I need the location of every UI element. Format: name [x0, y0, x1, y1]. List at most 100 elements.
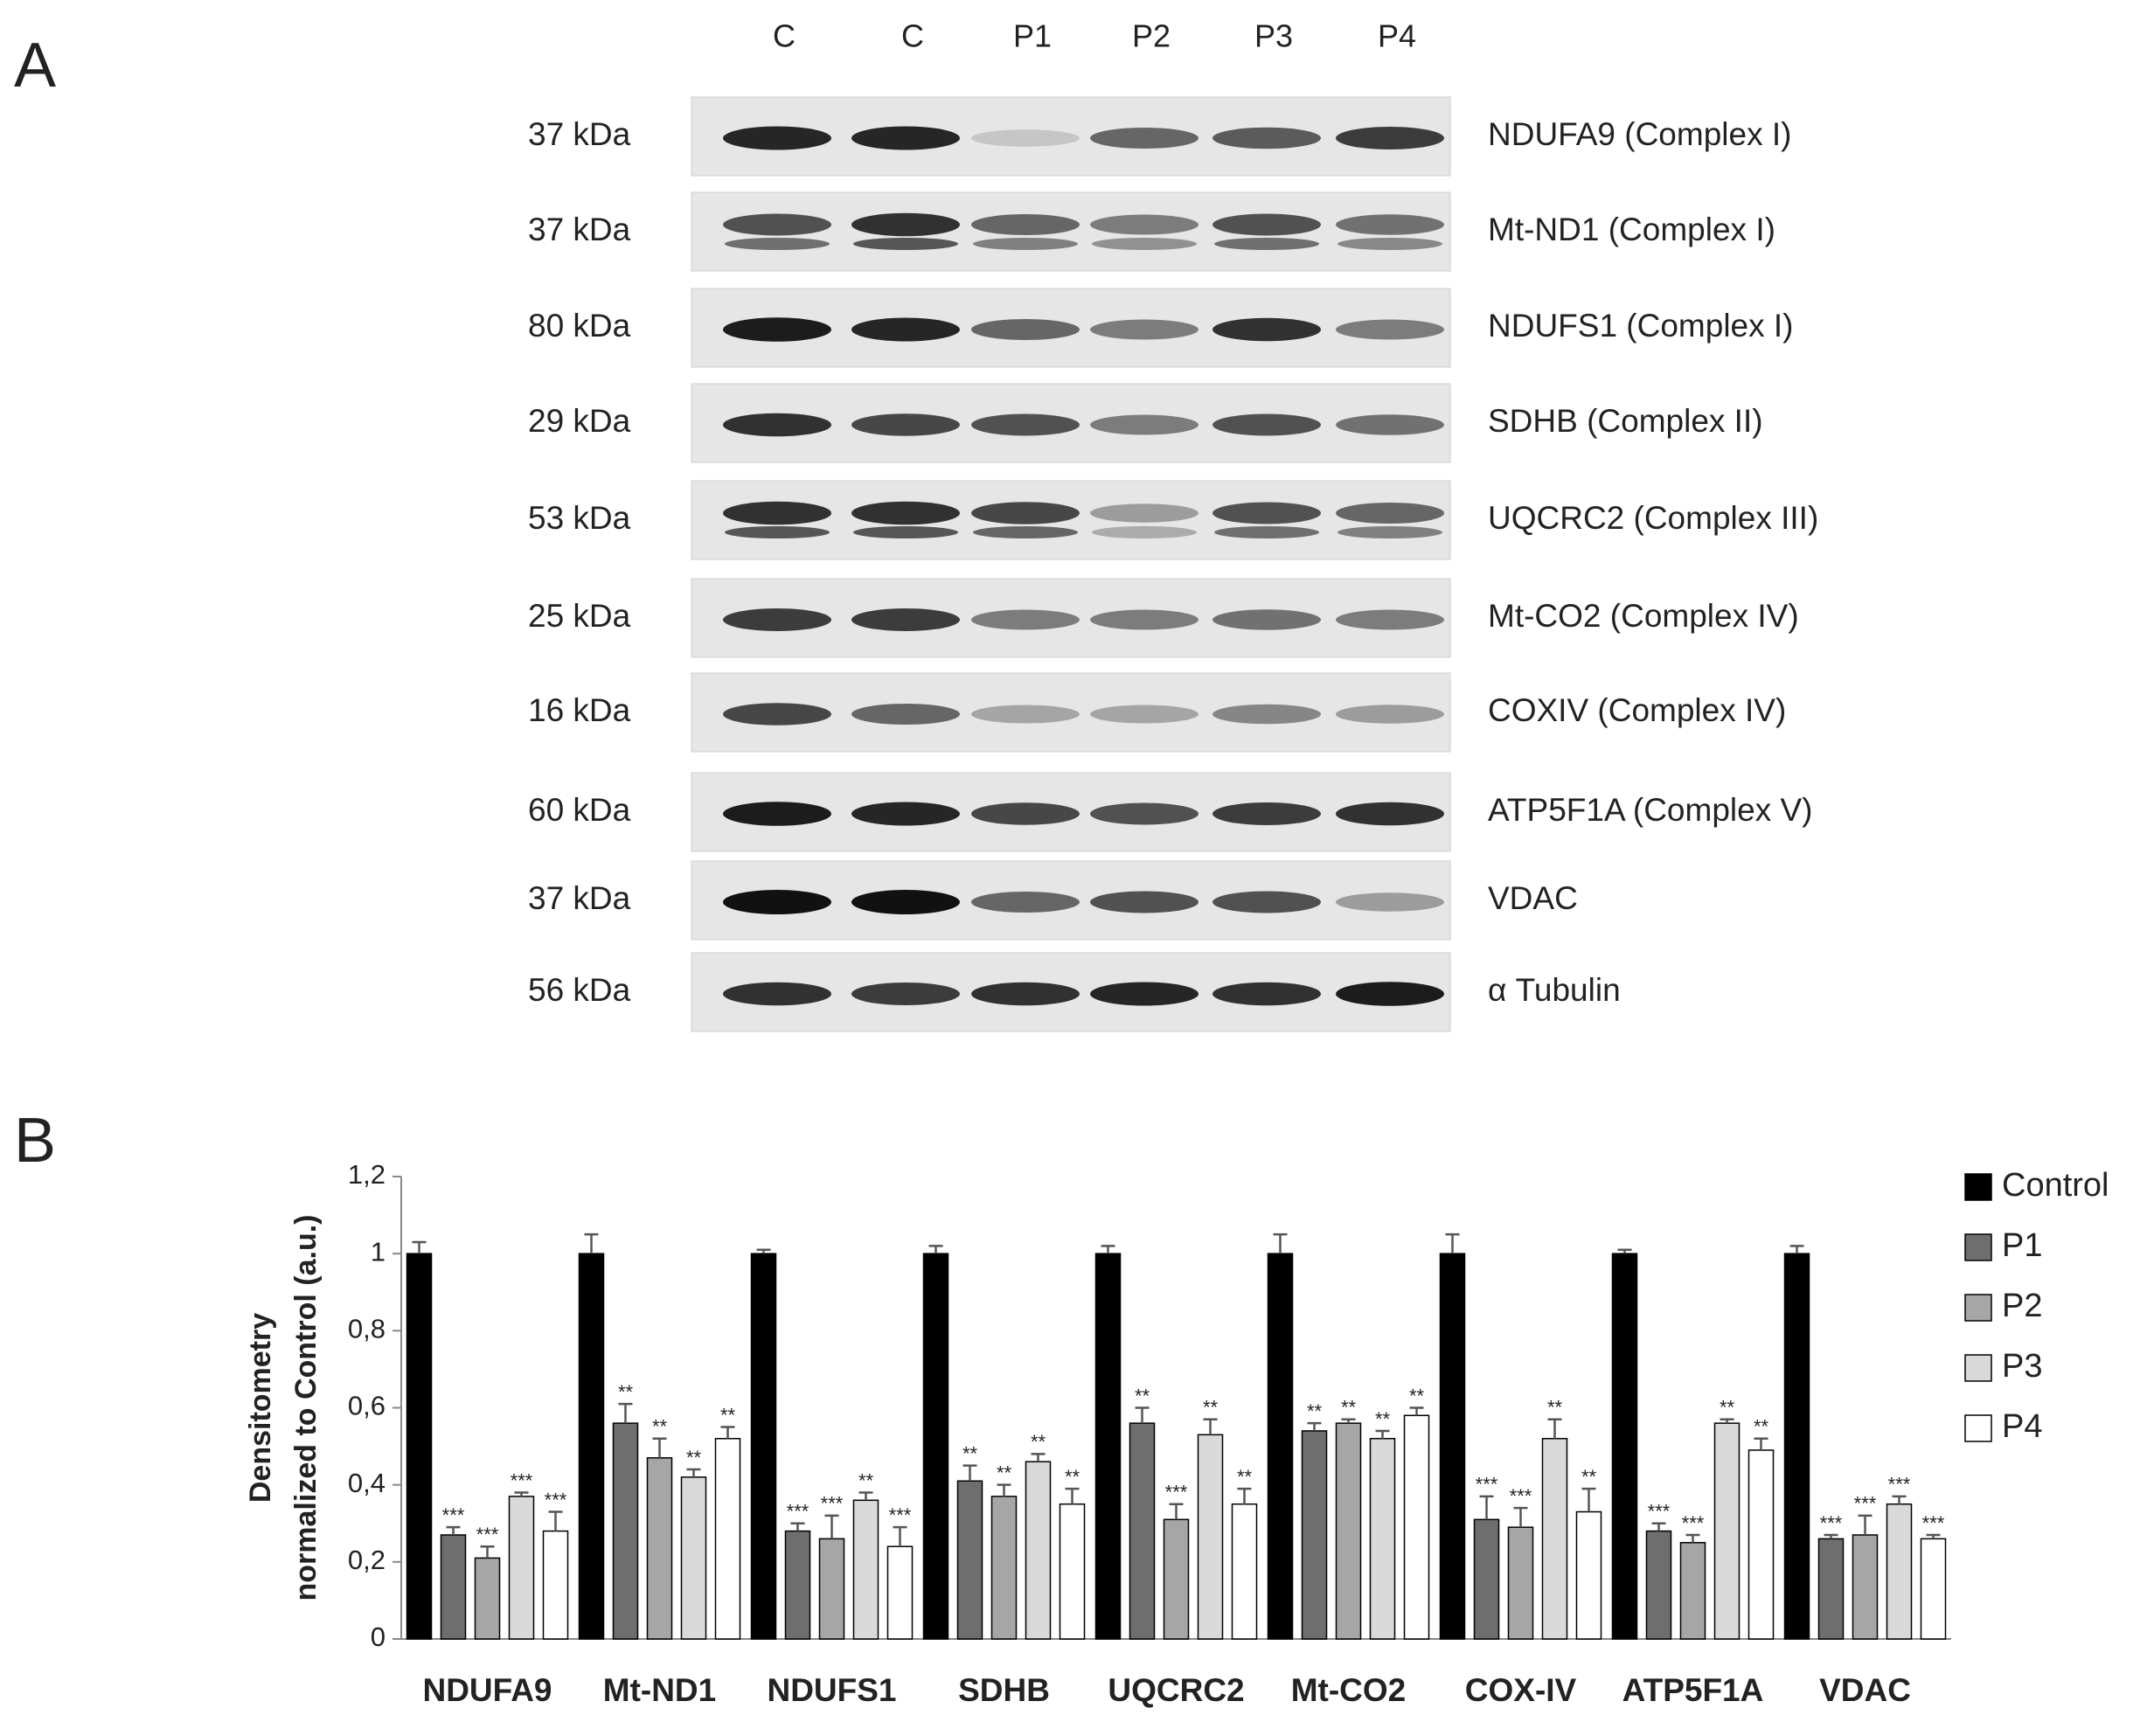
band [1212, 891, 1321, 913]
x-tick-label: Mt-ND1 [603, 1672, 716, 1708]
band [723, 126, 831, 150]
band [723, 703, 831, 726]
bar [1129, 1422, 1156, 1640]
significance-label: ** [1237, 1466, 1253, 1488]
band [1212, 317, 1321, 342]
y-axis-label: Densitometry normalized to Control (a.u.) [244, 1215, 323, 1601]
bar [1886, 1503, 1913, 1640]
band [851, 608, 960, 631]
band [1336, 503, 1444, 524]
significance-label: ** [1581, 1466, 1597, 1488]
band [973, 526, 1078, 538]
bar [990, 1496, 1018, 1640]
bar [1747, 1449, 1775, 1640]
protein-label: SDHB (Complex II) [1488, 403, 1763, 439]
bar [1059, 1503, 1086, 1640]
lane-label: C [773, 18, 796, 54]
band [1336, 802, 1444, 826]
legend-label: Control [2002, 1167, 2109, 1204]
lane-label: P1 [1013, 18, 1052, 54]
error-bar [1547, 1418, 1562, 1439]
error-bar [1135, 1406, 1150, 1424]
significance-label: *** [1682, 1512, 1705, 1534]
panel-label: A [14, 31, 56, 101]
band [1214, 526, 1319, 538]
bar [1439, 1253, 1466, 1640]
significance-label: *** [476, 1524, 499, 1545]
bar [956, 1480, 983, 1640]
bar [1267, 1253, 1294, 1640]
band [1338, 238, 1442, 250]
band [1336, 127, 1444, 149]
band [1336, 414, 1444, 435]
error-bar [480, 1545, 495, 1559]
lane-label: C [901, 18, 924, 54]
lane-label: P2 [1132, 18, 1171, 54]
legend-label: P2 [2002, 1288, 2042, 1324]
error-bar [824, 1514, 839, 1539]
band [851, 413, 960, 436]
band [971, 802, 1080, 825]
error-bar [790, 1522, 805, 1531]
error-bar [652, 1437, 667, 1458]
bar [542, 1530, 569, 1640]
error-bar [962, 1464, 977, 1482]
band [723, 317, 831, 342]
band [723, 890, 831, 914]
y-tick-label: 0,4 [348, 1468, 386, 1498]
y-tick-label: 0,2 [348, 1545, 386, 1575]
band [723, 982, 831, 1006]
band [1336, 705, 1444, 724]
bar [440, 1534, 467, 1640]
error-bar [1858, 1514, 1872, 1535]
band [1212, 609, 1321, 630]
band [1212, 213, 1321, 236]
band [723, 802, 831, 826]
error-bar [1065, 1487, 1080, 1504]
error-bar [1273, 1233, 1288, 1254]
bar [406, 1253, 433, 1640]
band [971, 129, 1080, 147]
band [851, 890, 960, 914]
legend-label: P4 [2002, 1408, 2042, 1445]
significance-label: *** [545, 1489, 567, 1510]
error-bar [412, 1240, 427, 1254]
bar [508, 1496, 535, 1640]
error-bar [1169, 1503, 1184, 1520]
error-bar [584, 1233, 599, 1254]
significance-label: ** [1031, 1431, 1046, 1453]
bar [1713, 1422, 1740, 1640]
bar [1301, 1430, 1328, 1640]
bar [1231, 1503, 1258, 1640]
bar [646, 1457, 673, 1640]
significance-label: *** [1820, 1512, 1843, 1534]
band [971, 319, 1080, 340]
bar [1611, 1253, 1638, 1640]
error-bar [1101, 1245, 1115, 1254]
band [971, 214, 1080, 235]
bar [1645, 1530, 1672, 1640]
bar [1920, 1538, 1947, 1640]
band [1090, 705, 1199, 724]
band [971, 982, 1080, 1006]
significance-label: *** [511, 1469, 533, 1491]
error-bar [893, 1525, 907, 1547]
significance-label: ** [1341, 1397, 1357, 1419]
bar [680, 1476, 707, 1640]
significance-label: ** [1203, 1397, 1219, 1419]
band [723, 213, 831, 236]
error-bar [1375, 1429, 1390, 1439]
error-bar [686, 1468, 701, 1477]
bar [578, 1253, 605, 1640]
error-bar [446, 1525, 461, 1535]
band [1212, 413, 1321, 436]
band [1336, 319, 1444, 340]
protein-label: Mt-CO2 (Complex IV) [1488, 598, 1799, 634]
protein-label: NDUFS1 (Complex I) [1488, 308, 1794, 344]
band [1090, 414, 1199, 435]
significance-label: *** [1510, 1485, 1532, 1507]
band [1338, 526, 1442, 538]
bar [852, 1499, 879, 1640]
band [1090, 609, 1199, 630]
bar [922, 1253, 949, 1640]
